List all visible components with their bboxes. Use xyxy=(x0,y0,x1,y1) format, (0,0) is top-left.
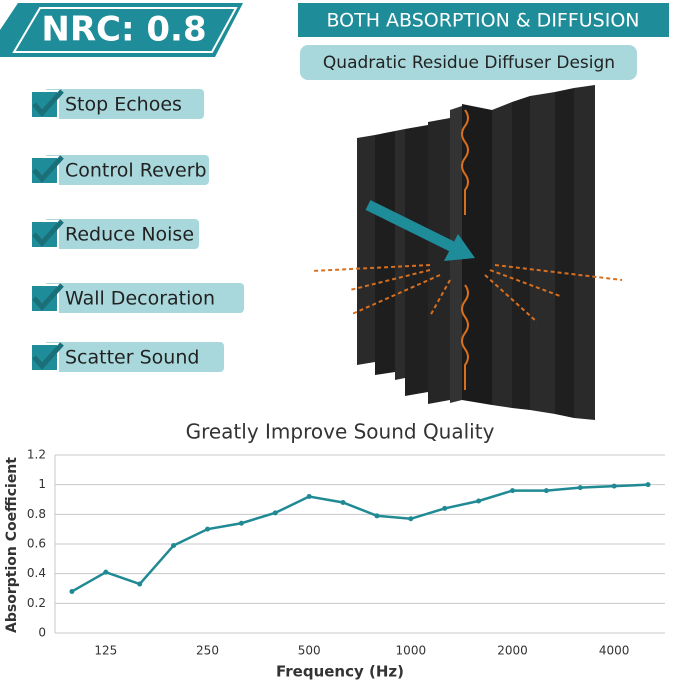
feature-bg xyxy=(44,342,224,372)
point xyxy=(205,526,210,532)
checkmark xyxy=(32,283,64,311)
x-tick-label: 250 xyxy=(196,644,219,658)
point xyxy=(306,494,312,500)
checkmark xyxy=(32,342,64,370)
feature-label: Wall Decoration xyxy=(65,288,215,310)
incoming-arrow xyxy=(365,200,458,253)
x-tick-label: 1000 xyxy=(396,644,427,658)
point xyxy=(510,488,515,494)
feature-label: Stop Echoes xyxy=(65,94,182,116)
y-tick-label: 0.6 xyxy=(27,537,46,551)
checkmark xyxy=(32,89,64,117)
point xyxy=(577,485,583,491)
diffuser xyxy=(357,85,595,420)
y-axis-label: Absorption Coefficient xyxy=(4,457,20,633)
point xyxy=(442,505,448,511)
feature-bg xyxy=(44,155,209,185)
feature-label: Scatter Sound xyxy=(65,347,199,369)
point xyxy=(340,499,346,505)
x-tick-label: 125 xyxy=(94,644,117,658)
chart-title: Greatly Improve Sound Quality xyxy=(186,420,495,444)
point xyxy=(374,513,380,519)
point xyxy=(408,516,414,522)
banner-title: BOTH ABSORPTION & DIFFUSION xyxy=(326,10,639,32)
feature-label: Reduce Noise xyxy=(65,224,194,246)
feature-bg xyxy=(44,89,204,119)
checkmark xyxy=(32,219,64,247)
point xyxy=(238,520,244,526)
sound-arrows xyxy=(311,109,623,390)
incoming-arrow-head xyxy=(444,234,475,261)
y-tick-label: 0.8 xyxy=(27,507,46,521)
y-tick-label: 0 xyxy=(38,626,46,640)
badge-bg xyxy=(0,3,243,57)
chart: Greatly Improve Sound Quality Frequency … xyxy=(4,420,665,681)
feature-bg xyxy=(44,283,244,313)
x-tick-label: 2000 xyxy=(497,644,528,658)
y-tick-label: 0.2 xyxy=(27,596,46,610)
banner-subtitle: Quadratic Residue Diffuser Design xyxy=(323,53,615,73)
badge-label: NRC: 0.8 xyxy=(41,10,206,50)
feature-label: Control Reverb xyxy=(65,160,207,182)
x-tick-label: 4000 xyxy=(599,644,630,658)
feature-list: Stop Echoes Control Reverb Reduce Noise Wal… xyxy=(30,89,244,372)
x-tick-label: 500 xyxy=(298,644,321,658)
y-tick-label: 1 xyxy=(38,477,46,491)
point xyxy=(272,510,278,516)
y-tick-label: 1.2 xyxy=(27,448,46,462)
point xyxy=(645,482,651,488)
point xyxy=(611,483,617,489)
point xyxy=(171,542,177,548)
line xyxy=(71,483,649,593)
banner-bg xyxy=(298,3,669,37)
y-tick-label: 0.4 xyxy=(27,566,46,580)
x-axis-label: Frequency (Hz) xyxy=(276,663,404,681)
subtitle-bg xyxy=(300,45,637,80)
feature-bg xyxy=(44,219,199,249)
point xyxy=(137,581,143,587)
point xyxy=(476,498,482,504)
point xyxy=(103,569,109,575)
badge-border xyxy=(12,7,238,53)
checkmark xyxy=(32,155,64,183)
point xyxy=(543,488,549,494)
point xyxy=(69,588,75,594)
